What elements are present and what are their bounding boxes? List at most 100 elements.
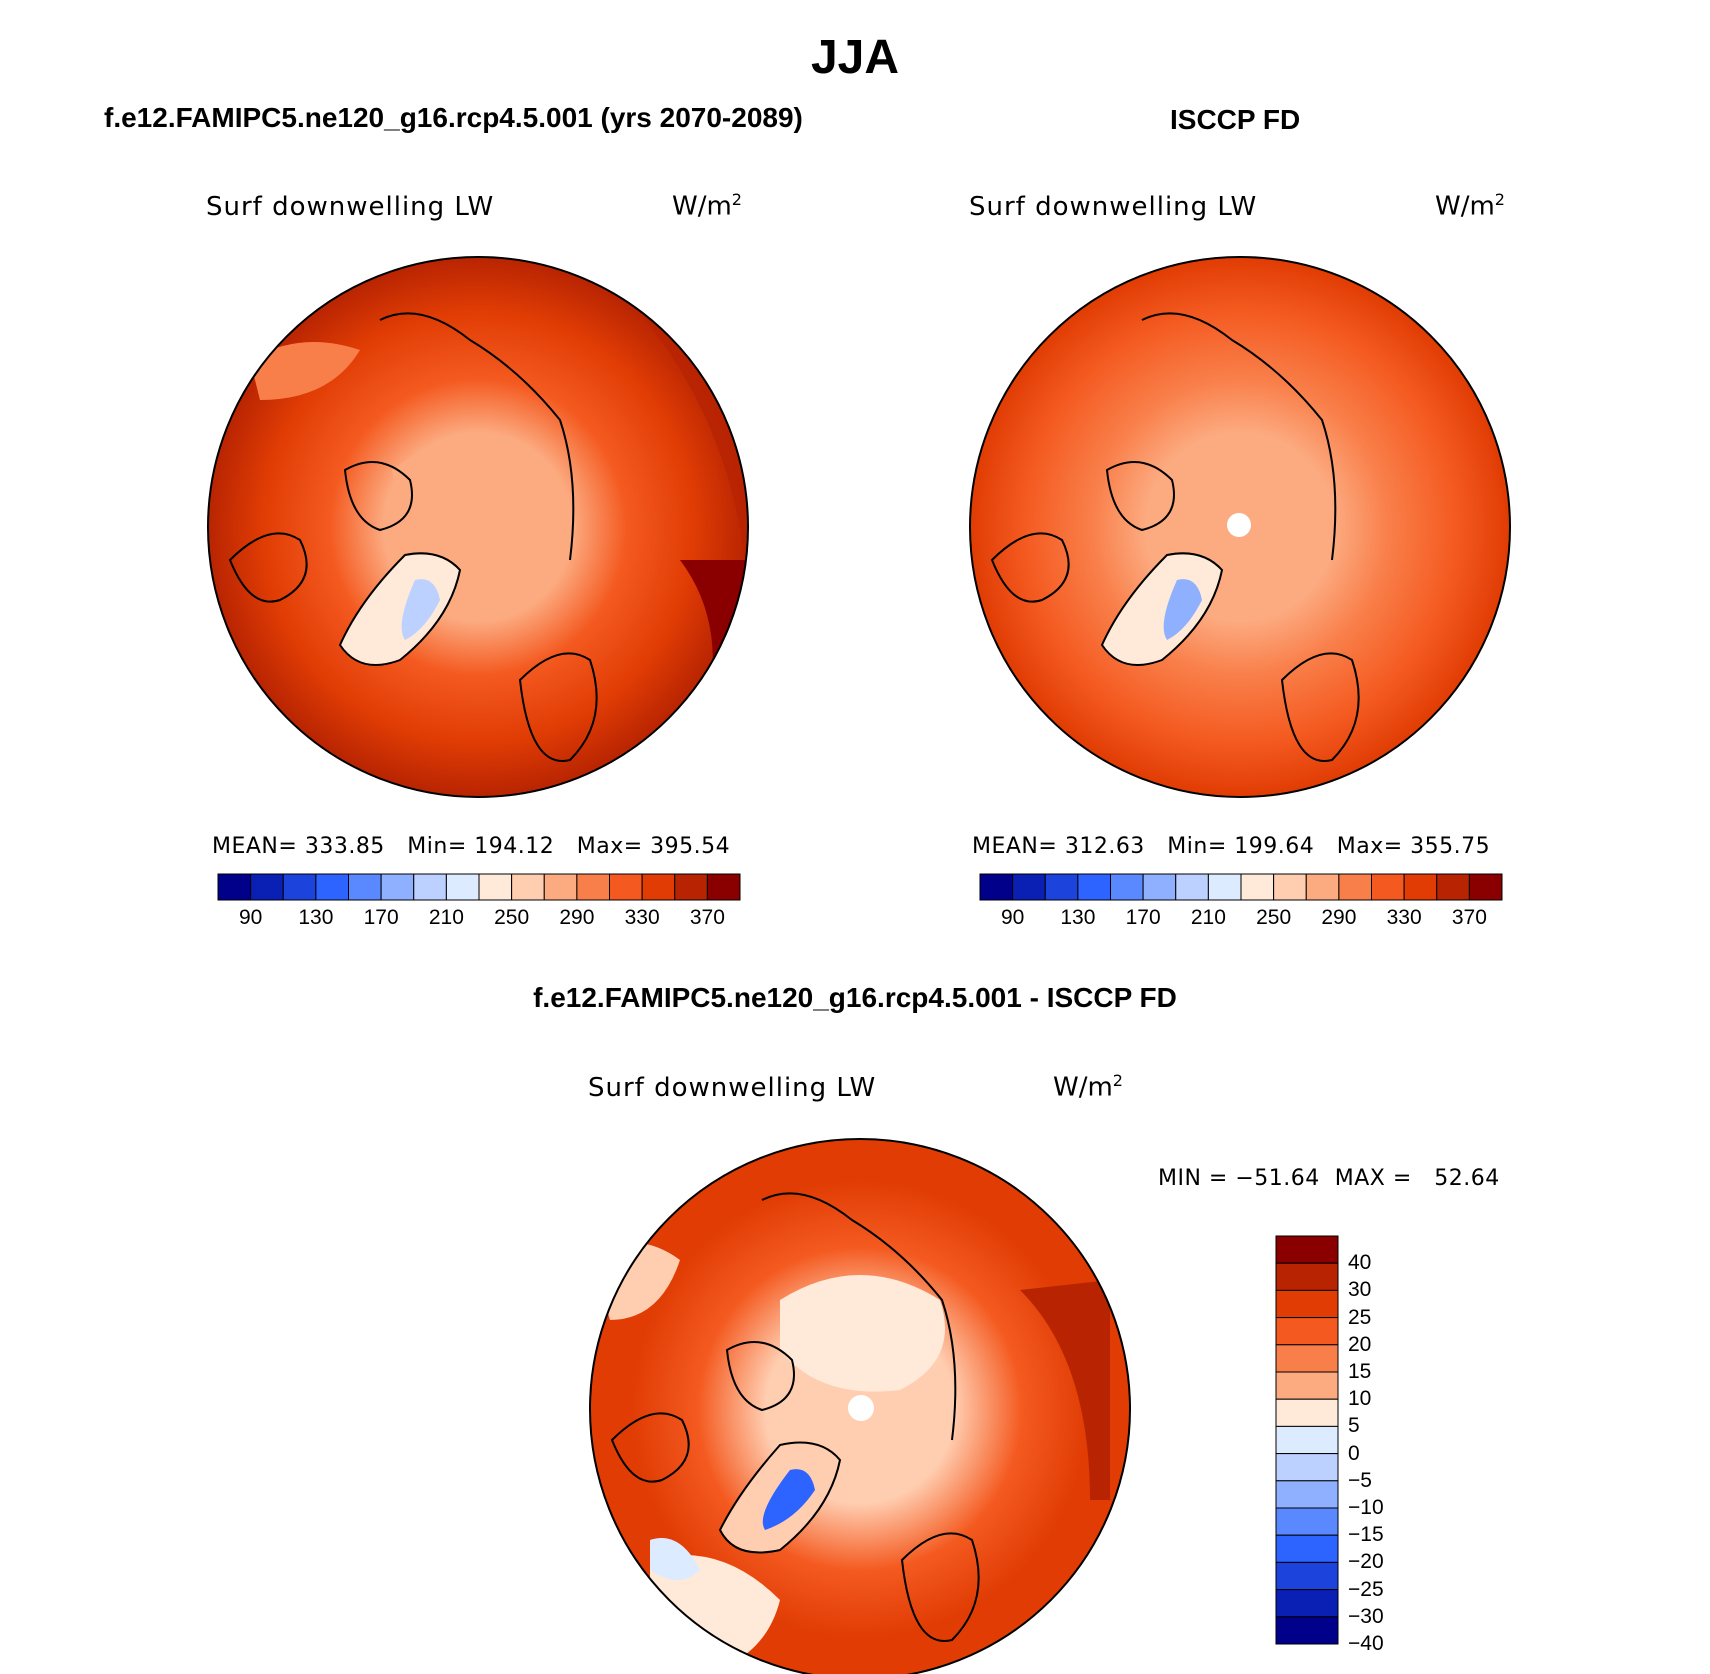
obs-colorbar-swatch xyxy=(1110,873,1144,901)
obs-coastline-archipelago xyxy=(1105,461,1175,532)
model-colorbar-swatch xyxy=(543,873,578,901)
obs-mean-label: MEAN= xyxy=(972,834,1058,859)
model-units-exp: 2 xyxy=(731,190,742,209)
obs-pole-gap xyxy=(1227,513,1251,537)
model-coastline-siberia xyxy=(379,312,575,561)
obs-units-label: W/m2 xyxy=(1435,190,1505,222)
diff-colorbar-tick-label: −5 xyxy=(1348,1468,1372,1492)
obs-colorbar-swatch xyxy=(1305,873,1340,901)
model-greenland xyxy=(338,552,462,666)
diff-variable-label: Surf downwelling LW xyxy=(588,1073,877,1103)
model-colorbar-swatch xyxy=(217,873,252,901)
model-colorbar-swatch xyxy=(413,873,447,901)
obs-mean-value: 312.63 xyxy=(1064,834,1145,859)
diff-colorbar-tick-label: 15 xyxy=(1348,1360,1372,1383)
obs-min-label: Min= xyxy=(1167,834,1227,859)
model-variable-label: Surf downwelling LW xyxy=(206,192,495,222)
obs-colorbar xyxy=(979,873,1503,901)
diff-colorbar-tick-label: 25 xyxy=(1348,1305,1372,1329)
model-colorbar-tick-label: 250 xyxy=(494,906,530,929)
diff-units-base: W/m xyxy=(1053,1072,1113,1103)
model-colorbar-tick-label: 210 xyxy=(428,906,464,929)
diff-colorbar-swatch xyxy=(1275,1589,1339,1618)
model-min-value: 194.12 xyxy=(474,834,555,859)
model-colorbar-tick-label: 130 xyxy=(298,906,334,929)
diff-colorbar-tick-label: 40 xyxy=(1348,1251,1372,1275)
obs-colorbar-swatch xyxy=(1240,873,1275,901)
obs-coastline-scandinavia xyxy=(1280,652,1360,762)
obs-colorbar-swatch xyxy=(1436,873,1470,901)
obs-units-base: W/m xyxy=(1435,191,1495,222)
model-colorbar-swatch xyxy=(609,873,643,901)
obs-colorbar-swatch xyxy=(1371,873,1405,901)
obs-colorbar-tick-label: 370 xyxy=(1451,906,1487,929)
diff-colorbar-tick-label: −20 xyxy=(1348,1550,1384,1574)
obs-colorbar-swatch xyxy=(1012,873,1046,901)
diff-map-border xyxy=(589,1138,1131,1674)
diff-colorbar-tick-label: 30 xyxy=(1348,1278,1372,1302)
model-arctic-core xyxy=(392,438,538,547)
model-coastline-archipelago xyxy=(343,461,413,532)
model-colorbar-tick-label: 290 xyxy=(559,906,595,929)
obs-colorbar-swatch xyxy=(1044,873,1079,901)
diff-warm-region xyxy=(1020,1280,1110,1500)
diff-coastline-scandinavia xyxy=(900,1532,980,1642)
model-max-value: 395.54 xyxy=(650,834,731,859)
model-stats: MEAN= 333.85 Min= 194.12 Max= 395.54 xyxy=(212,834,730,859)
diff-coastline-alaska xyxy=(610,1412,690,1483)
diff-colorbar-swatch xyxy=(1275,1453,1339,1482)
model-colorbar-swatch xyxy=(706,873,741,901)
obs-colorbar-swatch xyxy=(1175,873,1209,901)
obs-colorbar-tick-label: 170 xyxy=(1125,906,1161,929)
diff-units-label: W/m2 xyxy=(1053,1071,1123,1103)
obs-colorbar-swatch xyxy=(1273,873,1307,901)
model-colorbar-swatch xyxy=(380,873,415,901)
diff-coastline-siberia xyxy=(761,1192,957,1441)
diff-negative-atlantic xyxy=(650,1538,700,1580)
obs-colorbar-tick-label: 250 xyxy=(1256,906,1292,929)
diff-stats: MIN = −51.64 MAX = 52.64 xyxy=(1158,1166,1500,1191)
diff-colorbar-tick-label: −25 xyxy=(1348,1577,1384,1601)
model-mean-value: 333.85 xyxy=(304,834,385,859)
diff-colorbar xyxy=(1275,1235,1339,1645)
obs-colorbar-swatch xyxy=(1077,873,1111,901)
diff-colorbar-tick-label: −10 xyxy=(1348,1496,1384,1519)
obs-colorbar-tick-label: 130 xyxy=(1060,906,1096,929)
diff-pole-gap xyxy=(848,1395,874,1421)
model-greenland-ice xyxy=(401,579,440,640)
obs-units-exp: 2 xyxy=(1494,190,1505,209)
model-pacific-region xyxy=(250,342,360,400)
model-colorbar-swatch xyxy=(315,873,349,901)
diff-colorbar-swatch xyxy=(1275,1534,1339,1563)
diff-colorbar-swatch xyxy=(1275,1507,1339,1536)
obs-arctic-core xyxy=(1160,438,1303,547)
model-colorbar-swatch xyxy=(641,873,676,901)
obs-min-value: 199.64 xyxy=(1234,834,1315,859)
diff-colorbar-tick-label: 5 xyxy=(1348,1414,1360,1438)
model-colorbar-swatch xyxy=(576,873,610,901)
obs-colorbar-swatch xyxy=(979,873,1014,901)
obs-colorbar-swatch xyxy=(1338,873,1372,901)
model-colorbar-swatch xyxy=(511,873,545,901)
figure-title: JJA xyxy=(810,31,900,84)
model-colorbar-swatch xyxy=(674,873,708,901)
diff-colorbar-swatch xyxy=(1275,1425,1339,1455)
diff-colorbar-tick-label: −30 xyxy=(1348,1604,1384,1628)
model-colorbar-tick-label: 370 xyxy=(689,906,725,929)
model-units-base: W/m xyxy=(672,191,732,222)
diff-colorbar-tick-label: −15 xyxy=(1348,1523,1384,1547)
obs-variable-label: Surf downwelling LW xyxy=(969,192,1258,222)
model-mean-label: MEAN= xyxy=(212,834,298,859)
diff-units-exp: 2 xyxy=(1112,1071,1123,1090)
model-colorbar-swatch xyxy=(282,873,317,901)
model-coastline-alaska xyxy=(228,532,308,603)
model-panel-heading: f.e12.FAMIPC5.ne120_g16.rcp4.5.001 (yrs … xyxy=(104,102,803,133)
model-colorbar-swatch xyxy=(478,873,513,901)
model-coastline-scandinavia xyxy=(518,652,598,762)
diff-colorbar-tick-label: 0 xyxy=(1348,1441,1360,1465)
diff-colorbar-tick-label: 20 xyxy=(1348,1332,1372,1356)
obs-map-border xyxy=(969,256,1511,798)
obs-colorbar-tick-label: 330 xyxy=(1386,906,1422,929)
diff-colorbar-swatch xyxy=(1275,1289,1339,1319)
